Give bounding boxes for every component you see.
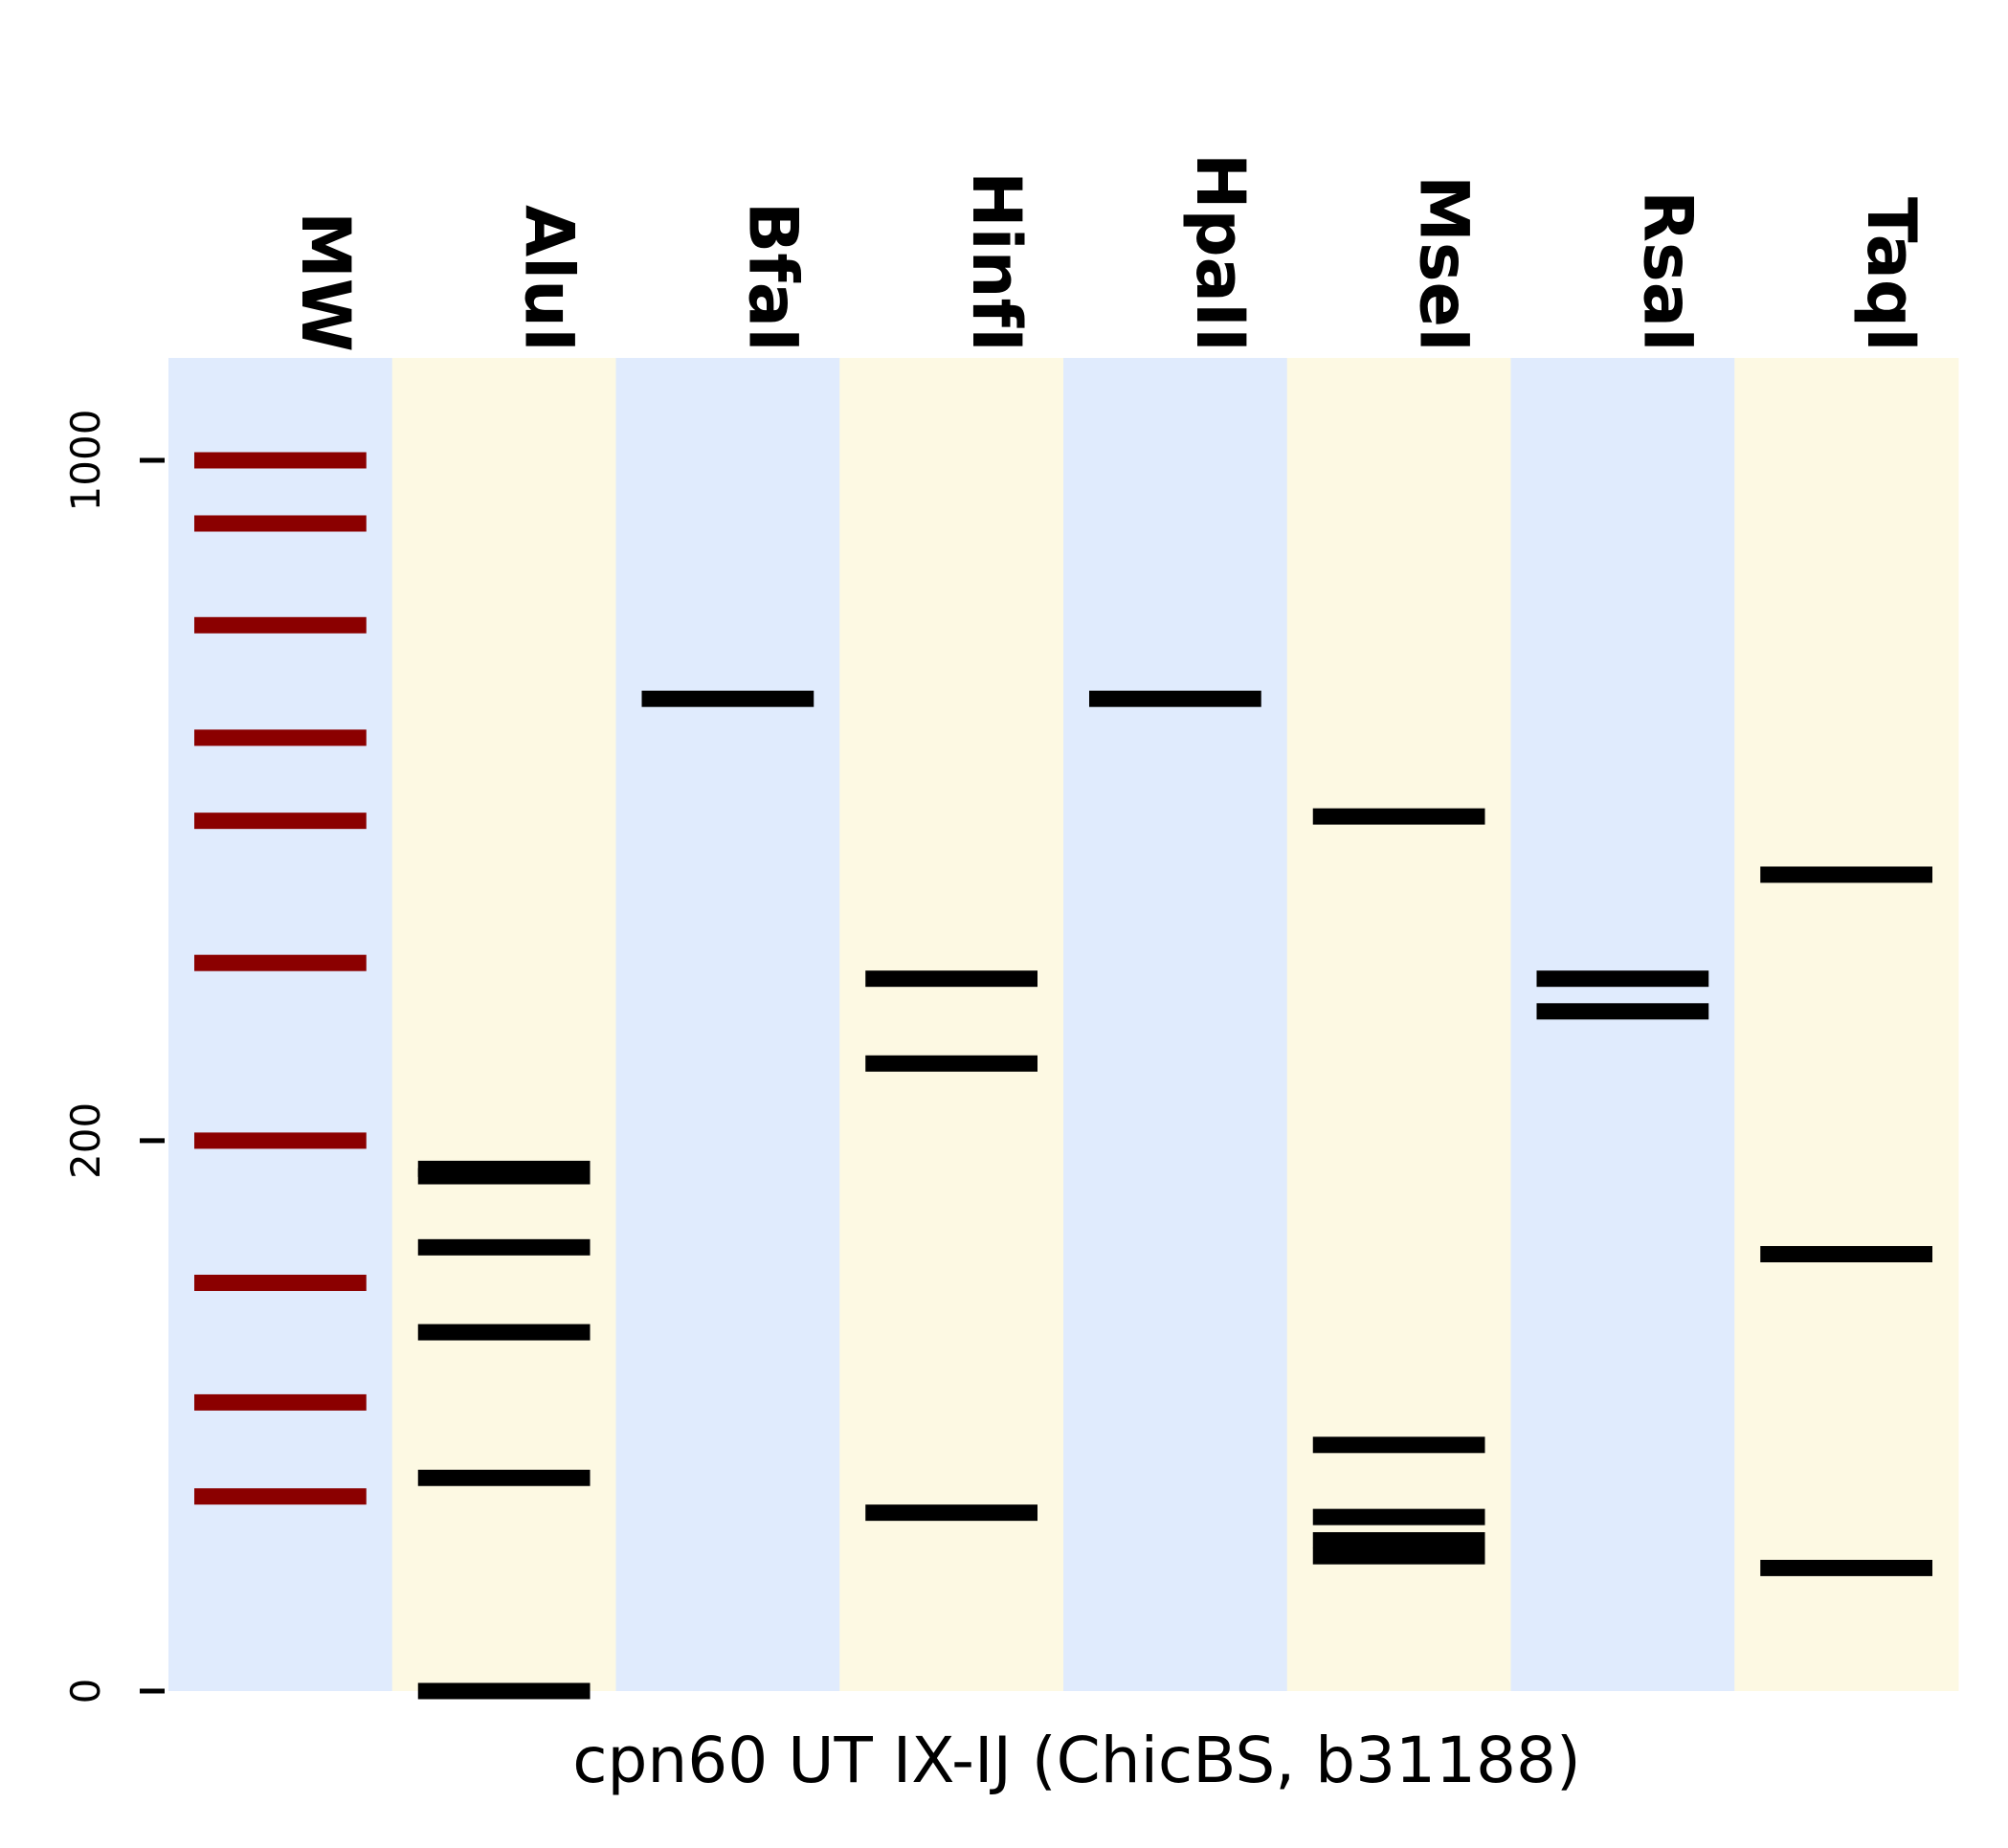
marker-band xyxy=(194,1132,367,1149)
lane-label: MseI xyxy=(1405,175,1484,352)
band xyxy=(1536,970,1709,988)
band xyxy=(417,1168,591,1185)
lane-label: BfaI xyxy=(733,202,812,352)
band xyxy=(1312,1531,1485,1548)
marker-band xyxy=(194,954,367,971)
band xyxy=(1312,1436,1485,1454)
lane-labels: MW AluI BfaI HinfI HpaII MseI RsaI TaqI xyxy=(286,153,1930,352)
band xyxy=(865,1504,1037,1522)
lane-backgrounds xyxy=(168,358,1959,1691)
y-tick-label: 1000 xyxy=(62,410,109,512)
lane-background xyxy=(168,358,393,1691)
band xyxy=(417,1682,591,1700)
band xyxy=(641,690,814,707)
band xyxy=(417,1238,591,1256)
lane-label: RsaI xyxy=(1628,190,1707,352)
band xyxy=(1312,1547,1485,1565)
y-tick-label: 200 xyxy=(62,1102,109,1179)
band xyxy=(1312,808,1485,825)
band xyxy=(1536,1003,1709,1020)
band xyxy=(1760,1559,1932,1576)
band xyxy=(1312,1508,1485,1525)
band xyxy=(1760,1246,1932,1263)
bands xyxy=(194,452,1932,1700)
lane-background xyxy=(1734,358,1959,1691)
marker-band xyxy=(194,452,367,469)
marker-band xyxy=(194,1393,367,1411)
band xyxy=(417,1324,591,1341)
lane-label: TaqI xyxy=(1852,197,1930,352)
marker-band xyxy=(194,729,367,746)
y-axis: 0 200 1000 xyxy=(62,410,165,1704)
marker-band xyxy=(194,616,367,634)
lane-background xyxy=(391,358,616,1691)
lane-label: HinfI xyxy=(957,171,1036,352)
lane-background xyxy=(1063,358,1288,1691)
marker-band xyxy=(194,515,367,532)
lane-label: AluI xyxy=(510,205,589,352)
marker-band xyxy=(194,1488,367,1505)
lane-background xyxy=(1286,358,1511,1691)
marker-band xyxy=(194,1274,367,1291)
band xyxy=(1089,690,1261,707)
lane-background xyxy=(1510,358,1735,1691)
x-axis-label: cpn60 UT IX-IJ (ChicBS, b31188) xyxy=(572,1724,1581,1797)
marker-band xyxy=(194,813,367,830)
band xyxy=(417,1469,591,1486)
y-tick-label: 0 xyxy=(62,1679,109,1704)
band xyxy=(1760,866,1932,883)
band xyxy=(865,1055,1037,1072)
lane-background xyxy=(839,358,1064,1691)
lane-label: HpaII xyxy=(1181,153,1260,352)
band xyxy=(865,970,1037,988)
lane-label: MW xyxy=(286,212,365,352)
lane-background xyxy=(615,358,840,1691)
